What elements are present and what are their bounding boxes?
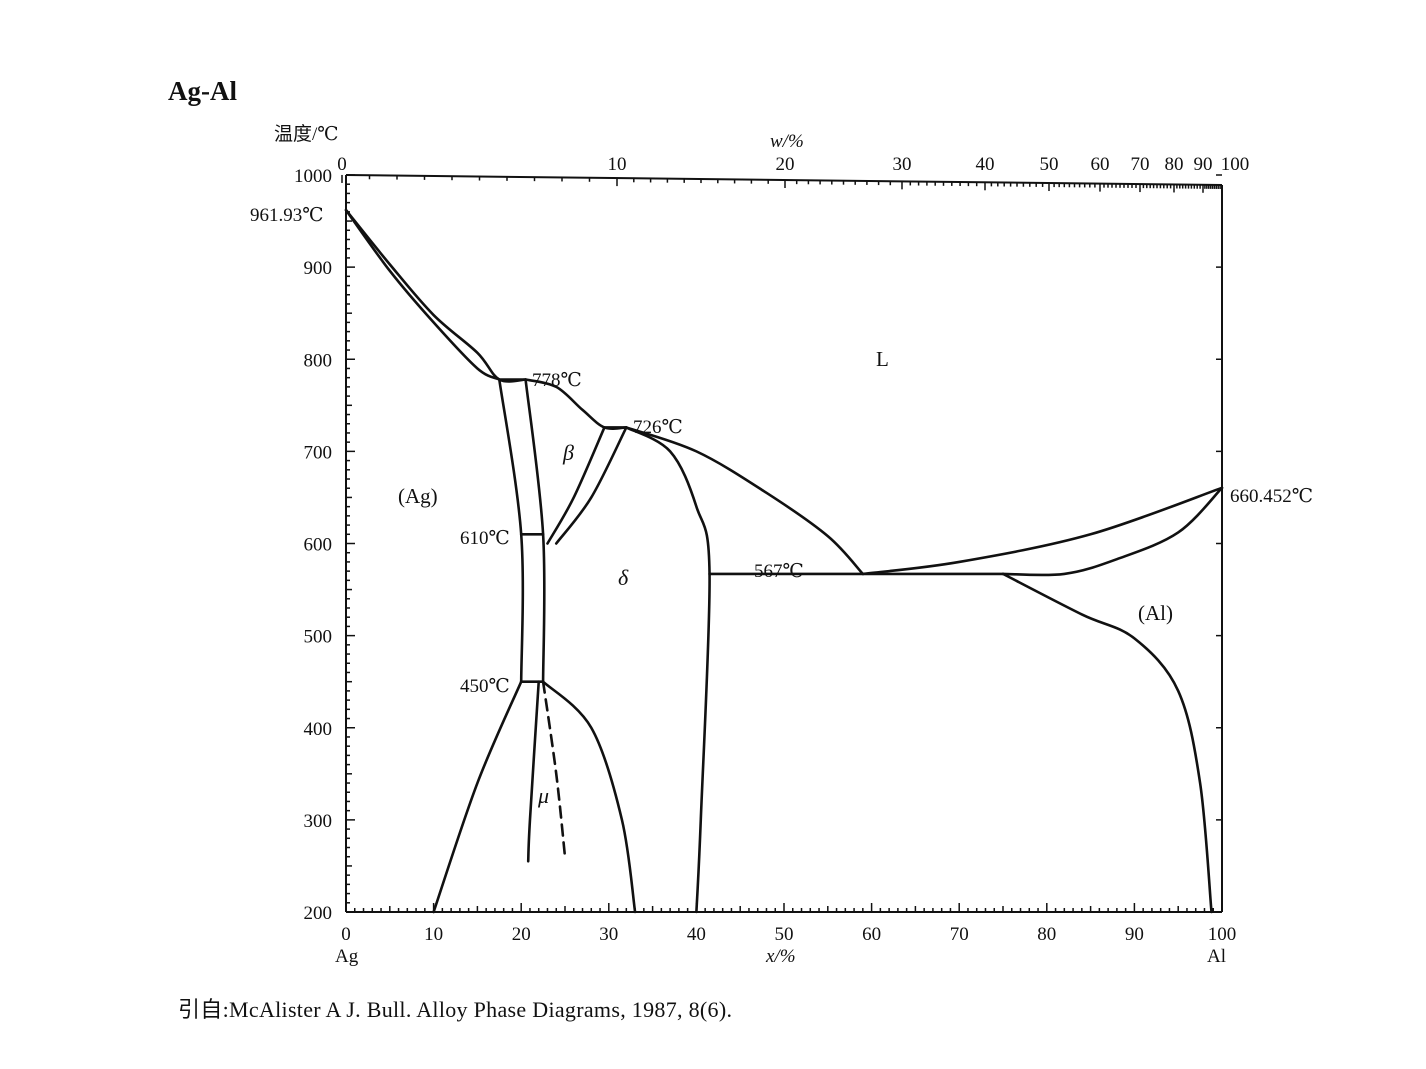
y-tick-label: 400 bbox=[304, 719, 333, 740]
y-tick-label: 1000 bbox=[294, 166, 332, 187]
y-tick-label: 200 bbox=[304, 903, 333, 924]
x-bottom-tick-label: 70 bbox=[950, 924, 969, 945]
phase-delta: δ bbox=[618, 565, 629, 590]
y-tick-label: 300 bbox=[304, 811, 333, 832]
x-bottom-tick-label: 20 bbox=[512, 924, 531, 945]
label-567: 567℃ bbox=[754, 561, 804, 582]
x-top-tick-label: 50 bbox=[1040, 154, 1059, 175]
curve-boundary bbox=[524, 378, 546, 683]
x-top-tick-label: 100 bbox=[1221, 154, 1250, 175]
x-bottom-axis-title: x/% bbox=[765, 946, 796, 967]
label-726: 726℃ bbox=[633, 417, 683, 438]
diagram-title: Ag-Al bbox=[168, 76, 237, 106]
x-bottom-tick-label: 50 bbox=[775, 924, 794, 945]
x-top-tick-label: 30 bbox=[893, 154, 912, 175]
y-tick-label: 900 bbox=[304, 258, 333, 279]
curve-left bbox=[526, 680, 541, 863]
y-tick-label: 800 bbox=[304, 350, 333, 371]
phase-beta: β bbox=[562, 440, 574, 465]
y-tick-label: 700 bbox=[304, 442, 333, 463]
x-top-axis-title: w/% bbox=[770, 131, 804, 152]
y-tick-label: 500 bbox=[304, 627, 333, 648]
label-610: 610℃ bbox=[460, 528, 510, 549]
curve-ag-solvus-low bbox=[432, 680, 523, 914]
x-top-tick-label: 80 bbox=[1165, 154, 1184, 175]
left-element-label: Ag bbox=[335, 946, 359, 967]
x-bottom-tick-label: 90 bbox=[1125, 924, 1144, 945]
x-bottom-tick-label: 60 bbox=[862, 924, 881, 945]
y-tick-label: 600 bbox=[304, 535, 333, 556]
x-top-tick-label: 20 bbox=[776, 154, 795, 175]
curve-lower-boundary bbox=[541, 680, 637, 914]
label-961: 961.93℃ bbox=[250, 205, 324, 226]
x-bottom-tick-label: 40 bbox=[687, 924, 706, 945]
x-top-tick-label: 0 bbox=[337, 154, 347, 175]
x-bottom-tick-label: 80 bbox=[1037, 924, 1056, 945]
x-top-tick-label: 40 bbox=[976, 154, 995, 175]
source-citation: 引自:McAlister A J. Bull. Alloy Phase Diag… bbox=[178, 997, 733, 1022]
curve-liquidus bbox=[625, 426, 865, 576]
phase-al: (Al) bbox=[1138, 601, 1173, 625]
x-bottom-tick-label: 100 bbox=[1208, 924, 1237, 945]
label-778: 778℃ bbox=[532, 370, 582, 391]
label-660: 660.452℃ bbox=[1230, 486, 1313, 507]
curve-al-solvus bbox=[1001, 572, 1213, 914]
curve-ag-liquidus bbox=[344, 208, 527, 383]
curve-al-solvus bbox=[625, 426, 711, 914]
x-bottom-tick-label: 30 bbox=[599, 924, 618, 945]
phase-ag: (Ag) bbox=[398, 484, 438, 508]
x-top-tick-label: 90 bbox=[1194, 154, 1213, 175]
phase-mu: μ bbox=[537, 783, 549, 808]
curve-al-liquidus bbox=[861, 486, 1224, 576]
right-element-label: Al bbox=[1207, 946, 1226, 967]
label-450: 450℃ bbox=[460, 676, 510, 697]
curve-right-dashed bbox=[541, 680, 567, 859]
x-top-tick-label: 70 bbox=[1131, 154, 1150, 175]
x-top-tick-label: 60 bbox=[1091, 154, 1110, 175]
phase-liquid: L bbox=[876, 347, 889, 371]
curve-eutectoid-left bbox=[546, 426, 606, 545]
top-axis bbox=[345, 174, 1223, 186]
x-top-tick-label: 10 bbox=[608, 154, 627, 175]
y-axis-title: 温度/℃ bbox=[274, 123, 339, 145]
curve-al-solidus bbox=[1001, 486, 1224, 577]
x-bottom-tick-label: 0 bbox=[341, 924, 351, 945]
x-bottom-tick-label: 10 bbox=[424, 924, 443, 945]
curve-ag-solidus bbox=[344, 208, 501, 381]
curve-eutectoid-right bbox=[554, 426, 628, 545]
